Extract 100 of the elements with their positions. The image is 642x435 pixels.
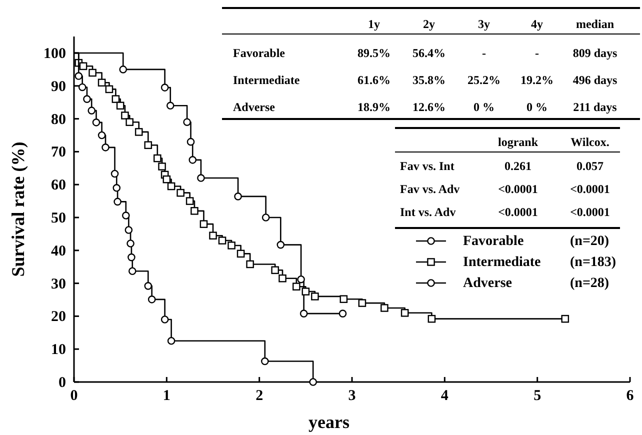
annotation: <0.0001 (498, 182, 538, 196)
point (197, 174, 205, 182)
point (176, 188, 184, 197)
annotation: Wilcox. (570, 135, 610, 149)
x-tick-label: 0 (70, 388, 78, 404)
y-tick-label: 40 (51, 243, 66, 260)
y-tick-label: 0 (58, 375, 66, 391)
point (338, 310, 347, 318)
point (260, 357, 269, 366)
point (218, 236, 226, 244)
point (236, 250, 245, 258)
y-tick-label: 100 (44, 46, 66, 62)
point (128, 267, 136, 276)
x-tick-label: 4 (440, 388, 449, 404)
annotation: <0.0001 (570, 182, 610, 196)
point (88, 68, 96, 77)
point (271, 266, 279, 274)
y-tick-label: 20 (51, 309, 66, 326)
y-axis-title: Survival rate (%) (8, 142, 28, 277)
point (78, 83, 86, 92)
point (209, 232, 217, 240)
annotation: 809 days (572, 46, 618, 60)
point (561, 314, 570, 323)
point (144, 141, 152, 150)
point (122, 212, 130, 220)
point (102, 144, 110, 152)
point (300, 310, 308, 318)
x-tick-label: 2 (256, 388, 264, 404)
point (276, 240, 285, 249)
annotation: 56.4% (412, 46, 446, 60)
annotation: 0.261 (504, 159, 532, 173)
legend-label: Favorable (463, 234, 524, 249)
point (302, 288, 310, 296)
annotation: 12.6% (412, 100, 446, 114)
point (167, 182, 176, 190)
annotation: 496 days (572, 73, 618, 87)
text: median (576, 17, 614, 31)
point (200, 220, 208, 228)
legend-label: Adverse (463, 276, 512, 291)
x-tick-label: 6 (626, 388, 634, 404)
point (297, 275, 305, 284)
point (380, 304, 388, 312)
point (234, 192, 242, 200)
annotation: 25.2% (468, 73, 500, 87)
point (114, 198, 122, 206)
point (74, 72, 83, 80)
point (121, 112, 129, 120)
point (134, 128, 143, 136)
point (278, 274, 286, 282)
point (167, 336, 176, 345)
annotation: 0.057 (576, 159, 604, 173)
annotation: Intermediate (233, 73, 300, 87)
annotation: <0.0001 (570, 205, 610, 219)
annotation: Favorable (233, 46, 286, 60)
point (158, 162, 166, 170)
y-tick-label: 80 (51, 112, 66, 128)
annotation: 18.9% (358, 100, 390, 114)
point (92, 118, 100, 126)
point (190, 207, 198, 215)
point (79, 62, 88, 70)
point (126, 118, 134, 126)
x-tick-label: 1 (162, 388, 170, 404)
annotation: (n=28) (570, 276, 610, 291)
point (112, 184, 121, 192)
point (124, 226, 133, 234)
point (186, 138, 195, 146)
annotation: 61.6% (358, 73, 390, 87)
point (428, 314, 436, 323)
annotation: Fav vs. Adv (400, 182, 460, 196)
point (154, 154, 162, 162)
point (262, 214, 270, 222)
annotation: (n=183) (570, 255, 616, 270)
annotation: 211 days (573, 100, 618, 114)
annotation: Fav vs. Int (400, 159, 454, 173)
point (148, 296, 156, 304)
point (160, 316, 169, 324)
text: 4y (531, 17, 543, 31)
text: 2y (423, 17, 435, 31)
point (126, 240, 134, 248)
point (105, 85, 114, 94)
point (183, 118, 191, 126)
point (162, 175, 171, 184)
point (88, 106, 96, 114)
point (246, 260, 254, 268)
point (309, 378, 317, 386)
point (112, 95, 120, 103)
point (128, 253, 136, 262)
annotation: 35.8% (412, 73, 446, 87)
legend-label: Intermediate (463, 255, 541, 270)
annotation: 89.5% (358, 46, 390, 60)
point (228, 242, 236, 250)
annotation: 0 % (526, 100, 548, 114)
x-tick-label: 5 (534, 388, 542, 404)
annotation: - (482, 46, 486, 60)
point (119, 66, 128, 74)
x-tick-label: 3 (348, 388, 356, 404)
text: 1y (368, 17, 380, 31)
point (116, 102, 124, 110)
point (400, 309, 409, 317)
annotation: <0.0001 (498, 205, 538, 219)
